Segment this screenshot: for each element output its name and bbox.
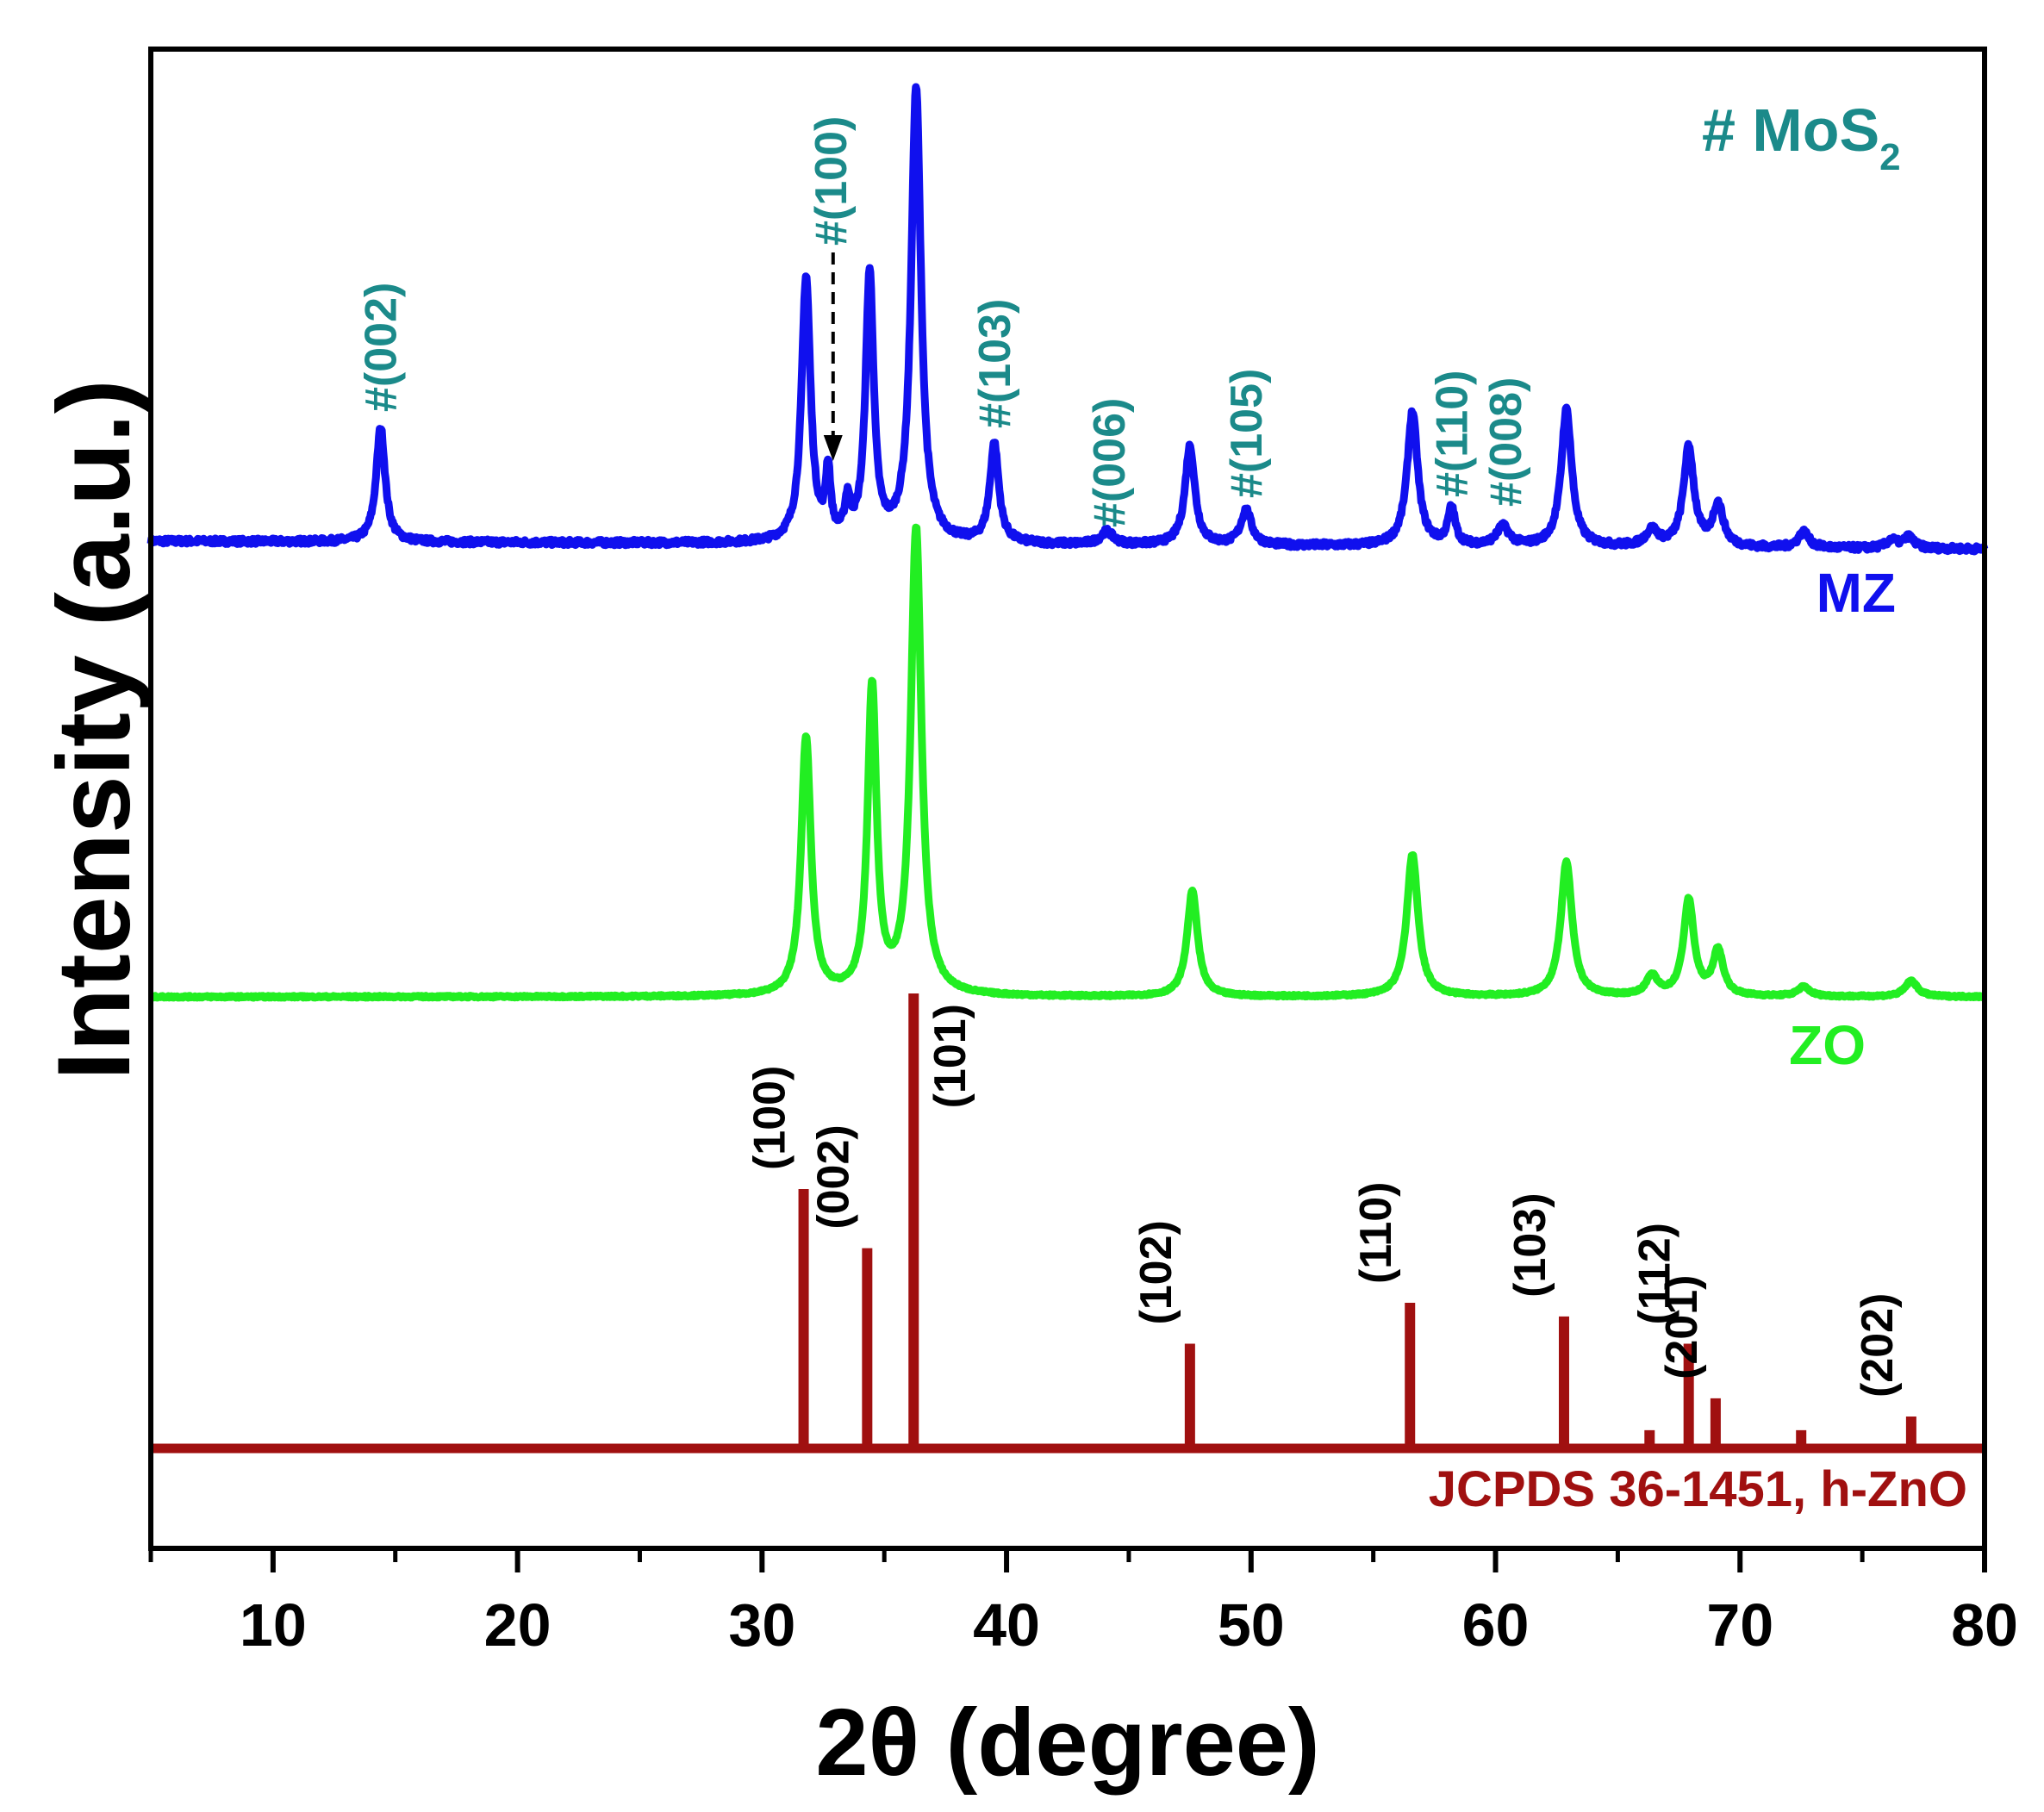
legend-mos2-subscript: 2 xyxy=(1879,136,1900,178)
reference-label-11: (202) xyxy=(1853,1293,1903,1398)
x-tick-label-50: 50 xyxy=(1218,1591,1285,1659)
annotation-arrow-head xyxy=(823,435,843,461)
series-zo-line xyxy=(147,523,1988,1002)
x-tick-label-30: 30 xyxy=(728,1591,795,1659)
reference-label-9: (201) xyxy=(1657,1275,1707,1379)
y-axis-title: Intensity (a.u.) xyxy=(36,379,152,1080)
series-label-zo: ZO xyxy=(1789,1014,1866,1076)
annotation-1: #(002) xyxy=(357,283,407,412)
reference-label-8: (112) xyxy=(1630,1223,1680,1325)
series-mz-line xyxy=(146,83,1989,556)
reference-label-2: (002) xyxy=(808,1124,858,1229)
legend-mos2: # MoS2 xyxy=(1702,97,1901,178)
annotation-3: #(103) xyxy=(970,299,1020,428)
x-tick-label-10: 10 xyxy=(240,1591,307,1659)
series-label-mz: MZ xyxy=(1817,562,1896,624)
x-tick-label-20: 20 xyxy=(484,1591,552,1659)
x-tick-label-40: 40 xyxy=(973,1591,1040,1659)
annotation-5: #(105) xyxy=(1222,369,1272,498)
reference-name: JCPDS 36-1451, h-ZnO xyxy=(1429,1461,1967,1517)
plot-content xyxy=(146,83,1989,1454)
x-tick-label-80: 80 xyxy=(1951,1591,2018,1659)
annotation-4: #(006) xyxy=(1085,398,1135,527)
reference-label-5: (110) xyxy=(1351,1182,1401,1285)
reference-label-6: (103) xyxy=(1505,1192,1555,1297)
x-axis-title: 2θ (degree) xyxy=(815,1690,1319,1796)
annotation-7: #(008) xyxy=(1481,377,1531,507)
reference-label-1: (100) xyxy=(745,1066,795,1170)
annotation-2: #(100) xyxy=(807,116,857,246)
reference-label-4: (102) xyxy=(1131,1220,1181,1324)
annotation-6: #(110) xyxy=(1427,370,1477,497)
x-tick-label-70: 70 xyxy=(1706,1591,1773,1659)
x-tick-label-60: 60 xyxy=(1462,1591,1530,1659)
legend-mos2-prefix: # MoS xyxy=(1702,97,1879,164)
labels: (100) (002) (101) (102) (110) (103) (112)(201)… xyxy=(357,97,1967,1517)
axes: 10 20 30 40 50 60 70 80 2θ (degree) Intensity (a.… xyxy=(36,47,2018,1796)
plot-frame xyxy=(148,47,1987,1551)
reference-label-3: (101) xyxy=(925,1004,975,1108)
